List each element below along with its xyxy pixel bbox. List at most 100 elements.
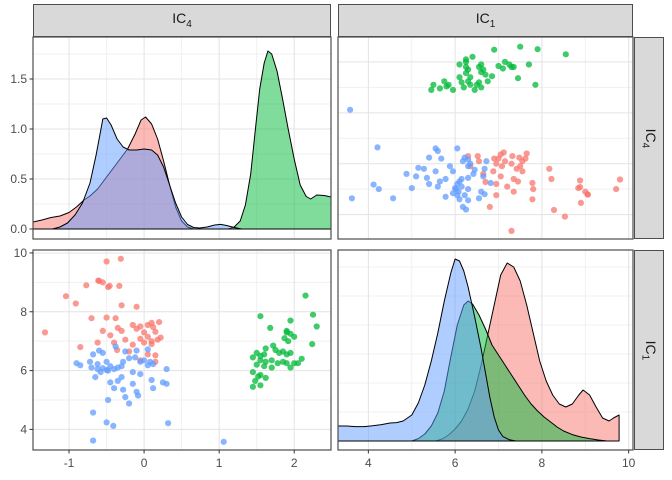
data-point — [413, 173, 420, 180]
axis-tick-label: 1.0 — [10, 122, 27, 136]
data-point — [77, 344, 84, 351]
data-point — [471, 86, 478, 93]
data-point — [482, 178, 489, 186]
data-point — [252, 377, 259, 384]
data-point — [577, 177, 584, 184]
axis-tick-label: 0 — [141, 456, 148, 470]
data-point — [298, 355, 305, 362]
axis-tick-label: 1.5 — [10, 72, 27, 86]
data-point — [516, 154, 523, 161]
data-point — [532, 81, 539, 88]
data-point — [454, 145, 461, 152]
data-point — [118, 327, 125, 334]
data-point — [484, 78, 491, 85]
data-point — [103, 419, 110, 426]
data-point — [491, 155, 498, 162]
data-point — [420, 165, 427, 172]
data-point — [441, 78, 448, 85]
data-point — [501, 158, 509, 165]
data-point — [509, 153, 516, 160]
data-point — [510, 63, 517, 71]
data-point — [112, 315, 119, 322]
data-point — [442, 193, 449, 200]
data-point — [459, 158, 466, 165]
data-point — [546, 165, 553, 172]
data-point — [561, 213, 569, 220]
data-point — [150, 324, 157, 331]
axis-tick-label: 4 — [20, 422, 27, 436]
data-point — [257, 382, 264, 389]
data-point — [72, 300, 79, 307]
data-point — [480, 173, 487, 180]
data-point — [432, 145, 439, 152]
data-point — [467, 74, 474, 81]
data-point — [118, 302, 125, 309]
data-point — [157, 334, 164, 341]
data-point — [501, 58, 509, 65]
data-point — [474, 153, 481, 160]
strip-top-ic1: IC1 — [338, 4, 633, 37]
data-point — [456, 61, 463, 68]
axis-tick-label: 10 — [622, 456, 636, 470]
data-point — [475, 195, 483, 202]
data-point — [90, 409, 97, 416]
data-point — [105, 367, 112, 374]
data-point — [150, 361, 157, 368]
data-point — [302, 292, 309, 299]
data-point — [575, 185, 582, 192]
data-point — [148, 341, 155, 348]
data-point — [415, 164, 422, 171]
data-point — [426, 154, 433, 161]
data-point — [487, 179, 494, 187]
data-point — [534, 46, 541, 53]
data-point — [163, 380, 170, 387]
data-point — [613, 186, 620, 193]
data-point — [488, 73, 496, 80]
data-point — [514, 75, 522, 82]
data-point — [88, 315, 95, 322]
data-point — [97, 369, 104, 376]
data-point — [122, 336, 129, 343]
data-point — [152, 328, 159, 335]
panel-scatter-ic4-ic1: 4 6 8 10 -1 0 1 2 — [14, 246, 332, 470]
axis-tick-label: 8 — [539, 456, 546, 470]
data-point — [137, 335, 144, 342]
data-point — [475, 158, 483, 165]
data-point — [126, 400, 133, 407]
data-point — [92, 374, 99, 381]
axis-tick-label: 6 — [20, 364, 27, 378]
data-point — [116, 282, 123, 289]
data-point — [500, 149, 507, 156]
data-point — [548, 175, 555, 183]
data-point — [460, 84, 467, 91]
data-point — [110, 422, 117, 429]
data-point — [163, 366, 170, 373]
data-point — [156, 319, 163, 326]
data-point — [105, 284, 112, 291]
data-point — [508, 227, 515, 234]
data-point — [285, 338, 292, 345]
data-point — [493, 160, 500, 167]
data-point — [90, 437, 97, 444]
data-point — [122, 394, 129, 401]
data-point — [493, 192, 500, 199]
data-point — [99, 327, 106, 334]
data-point — [430, 81, 437, 88]
data-point — [103, 314, 110, 321]
data-point — [577, 199, 585, 206]
data-point — [478, 84, 485, 91]
data-point — [255, 373, 262, 380]
density-area — [52, 117, 243, 230]
data-point — [141, 329, 148, 336]
data-point — [375, 186, 382, 193]
strip-label: IC4 — [172, 10, 192, 30]
data-point — [449, 86, 457, 93]
data-point — [105, 396, 112, 404]
data-point — [458, 79, 465, 86]
data-point — [86, 358, 94, 365]
strip-right-ic4: IC4 — [634, 37, 664, 239]
data-point — [490, 168, 497, 175]
data-point — [497, 173, 504, 180]
data-point — [462, 63, 470, 71]
data-point — [112, 343, 119, 350]
